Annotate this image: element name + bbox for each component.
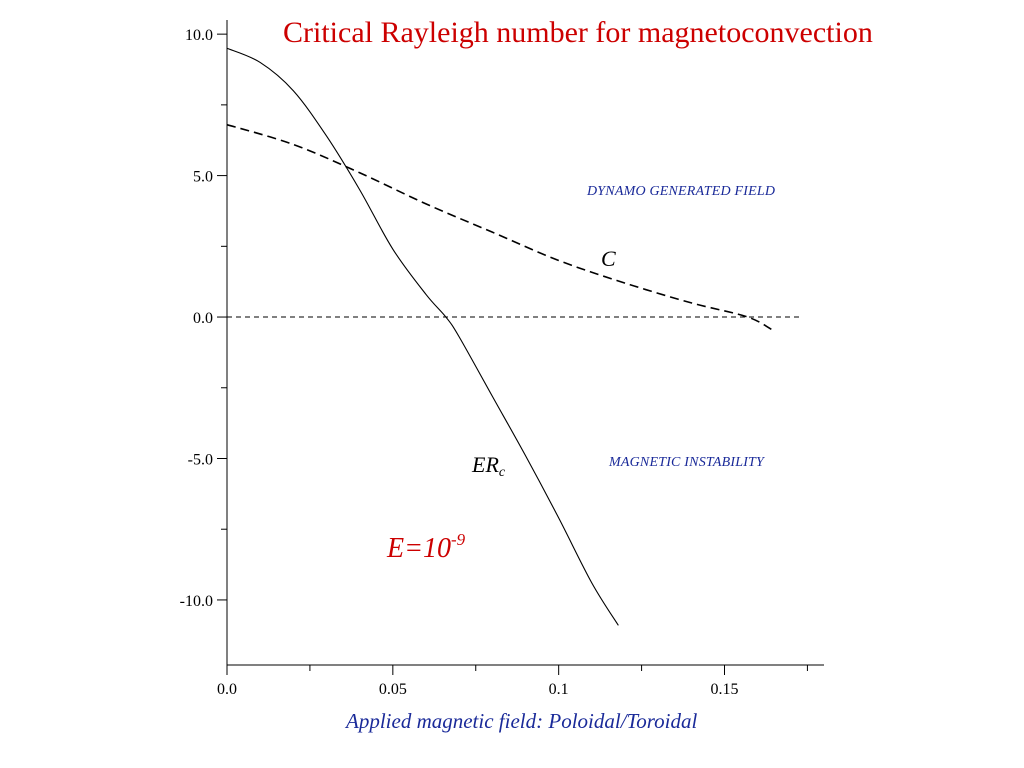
y-tick-label: -10.0 (180, 593, 213, 610)
x-axis-label: Applied magnetic field: Poloidal/Toroida… (346, 709, 698, 733)
y-tick-label: 10.0 (185, 27, 213, 44)
y-tick-label: 0.0 (193, 310, 213, 327)
y-tick-label: 5.0 (193, 169, 213, 186)
chart-title: Critical Rayleigh number for magnetoconv… (283, 16, 873, 49)
ekman-annotation: E=10-9 (387, 530, 465, 565)
curve-label-c: C (601, 246, 616, 271)
ekman-base: E=10 (387, 533, 451, 564)
y-tick-label: -5.0 (188, 451, 213, 468)
region-label-instability: MAGNETIC INSTABILITY (609, 455, 765, 470)
x-tick-label: 0.05 (379, 681, 407, 698)
x-tick-label: 0.1 (549, 681, 569, 698)
region-label-dynamo: DYNAMO GENERATED FIELD (587, 184, 776, 199)
ekman-exponent: -9 (451, 530, 466, 549)
curve-label-er-main: ER (472, 452, 499, 477)
x-tick-label: 0.15 (711, 681, 739, 698)
curve-label-er: ERc (472, 452, 505, 481)
curve-label-er-sub: c (498, 465, 506, 480)
x-tick-label: 0.0 (217, 681, 237, 698)
series-line-erc (226, 47, 619, 626)
series-line-c (226, 123, 775, 332)
